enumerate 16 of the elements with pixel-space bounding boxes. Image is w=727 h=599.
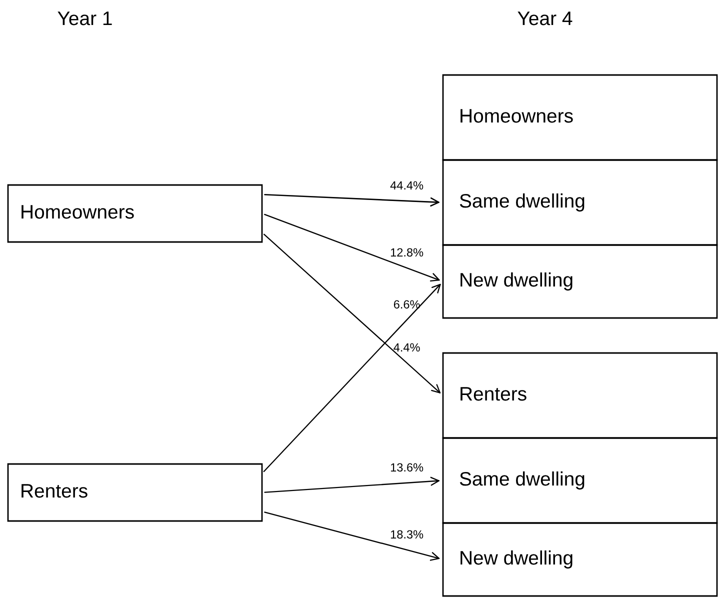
category-label: Renters: [460, 387, 526, 401]
category-label: Same dwelling: [460, 193, 584, 212]
text: Homeowners: [22, 205, 134, 219]
data-label: 12.8%: [390, 248, 424, 257]
data-label: 18.3%: [390, 530, 424, 539]
category-label: New dwelling: [460, 550, 572, 569]
data-label: 6.6%: [394, 300, 420, 309]
category-label: New dwelling: [460, 272, 572, 291]
text: Year 1: [58, 12, 112, 26]
category-label: Homeowners: [460, 109, 573, 123]
data-label: 13.6%: [390, 463, 424, 472]
text: Year 4: [518, 12, 572, 26]
data-label: 44.4%: [390, 181, 424, 190]
data-label: 4.4%: [394, 343, 420, 352]
text: Renters: [22, 484, 88, 498]
category-label: Same dwelling: [460, 471, 584, 490]
